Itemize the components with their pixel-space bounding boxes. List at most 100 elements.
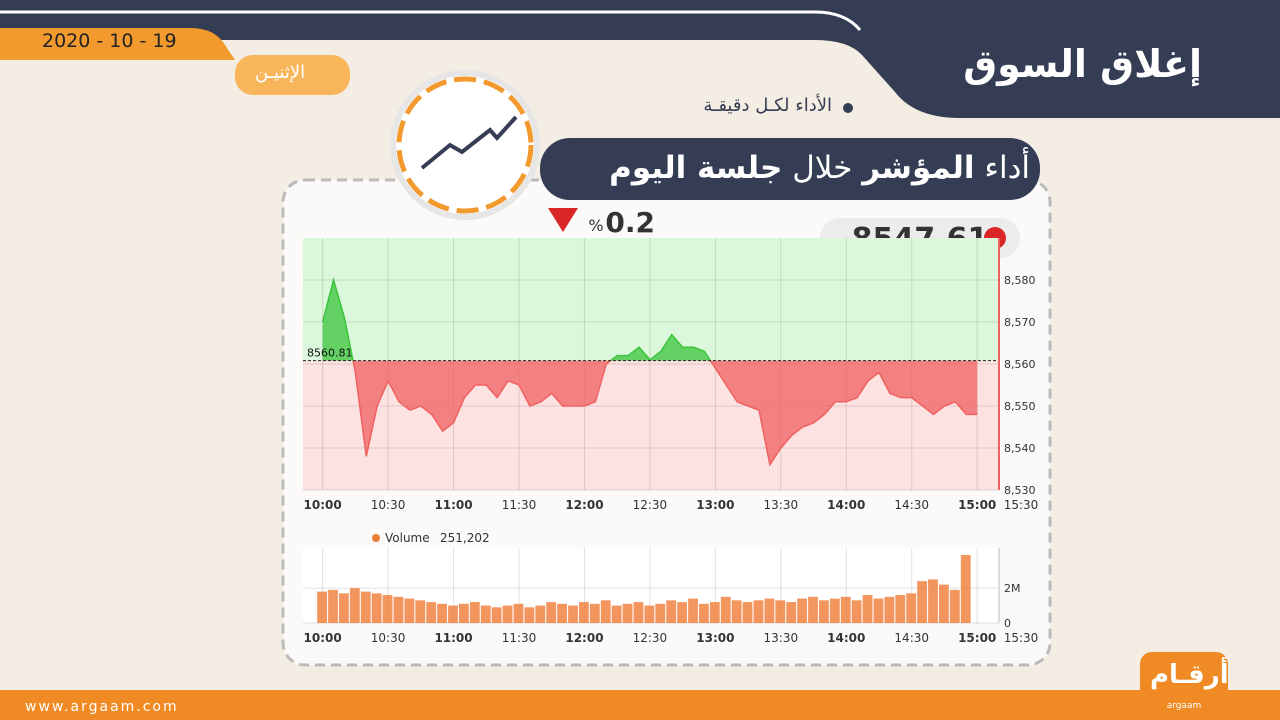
x-tick-label: 12:00 xyxy=(565,631,603,645)
bar xyxy=(884,596,895,623)
icon-line xyxy=(420,115,518,170)
bar xyxy=(437,603,447,623)
line xyxy=(352,360,978,467)
bar xyxy=(644,605,655,623)
logo: أرقـام xyxy=(1150,660,1229,690)
day-pill xyxy=(235,55,350,95)
bar xyxy=(840,596,851,623)
top-line xyxy=(0,10,862,31)
bar xyxy=(928,579,938,623)
x-tick-label: 14:00 xyxy=(827,498,865,512)
bar xyxy=(568,605,578,623)
bar xyxy=(731,600,742,623)
x-tick-label: 12:00 xyxy=(565,498,603,512)
bar xyxy=(960,554,971,623)
heading-part: جلسة اليوم xyxy=(609,150,783,186)
bar xyxy=(502,605,513,623)
bar xyxy=(786,602,797,623)
bar xyxy=(600,600,611,623)
bar xyxy=(775,600,786,623)
down-arrow xyxy=(548,208,578,232)
bar xyxy=(917,581,927,623)
bottom-band xyxy=(0,690,1280,720)
area xyxy=(322,280,711,361)
heading-pill xyxy=(540,138,1040,200)
x-tick-label: 14:30 xyxy=(894,631,929,645)
change-unit: % xyxy=(588,216,603,235)
bar xyxy=(742,602,753,623)
logo-latin: argaam xyxy=(1167,701,1202,711)
x-tick-label: 13:30 xyxy=(764,631,799,645)
x-tick-label: 13:30 xyxy=(764,498,799,512)
bar xyxy=(666,600,677,623)
y-tick-label: 8,540 xyxy=(1004,442,1036,455)
x-tick-label: 11:00 xyxy=(434,498,472,512)
bar xyxy=(382,595,393,623)
heading-part: أداء xyxy=(984,150,1030,186)
icon-circle xyxy=(390,70,540,220)
logo-box xyxy=(1140,652,1228,716)
bar xyxy=(339,593,349,623)
bar xyxy=(688,598,698,623)
bar xyxy=(677,602,687,623)
y-tick-label: 0 xyxy=(1004,617,1011,630)
bar xyxy=(764,598,775,623)
bar xyxy=(393,596,404,623)
title: إغلاق السوق xyxy=(963,42,1202,86)
bar xyxy=(513,603,524,623)
heading-part: خلال xyxy=(792,150,853,186)
bar xyxy=(819,600,829,623)
bar xyxy=(426,602,437,623)
x-tick-label: 15:00 xyxy=(958,631,996,645)
x-tick-label: 15:30 xyxy=(1004,498,1039,512)
bar xyxy=(491,607,502,623)
legend-dot xyxy=(372,534,380,542)
bar xyxy=(622,603,633,623)
x-tick-label: 13:00 xyxy=(696,631,734,645)
heading: أداء المؤشر خلال جلسة اليوم xyxy=(609,150,1030,186)
bar xyxy=(611,605,622,623)
area xyxy=(322,360,978,465)
y-tick-label: 8,560 xyxy=(1004,358,1036,371)
x-tick-label: 11:30 xyxy=(502,498,537,512)
y-tick-label: 8,550 xyxy=(1004,400,1036,413)
x-tick-label: 12:30 xyxy=(633,498,668,512)
y-tick-label: 8,580 xyxy=(1004,274,1036,287)
ref-label: 8560.81 xyxy=(307,347,353,360)
x-tick-label: 10:00 xyxy=(304,631,342,645)
y-tick-label: 8,530 xyxy=(1004,484,1036,497)
x-tick-label: 14:30 xyxy=(894,498,929,512)
x-tick-label: 10:30 xyxy=(371,631,406,645)
x-tick-label: 10:30 xyxy=(371,498,406,512)
bar xyxy=(480,605,491,623)
bar xyxy=(797,598,807,623)
x-tick-label: 15:30 xyxy=(1004,631,1039,645)
bar xyxy=(328,589,338,623)
bar xyxy=(906,593,917,623)
x-tick-label: 12:30 xyxy=(633,631,668,645)
x-tick-label: 13:00 xyxy=(696,498,734,512)
bar xyxy=(862,595,873,623)
x-tick-label: 10:00 xyxy=(304,498,342,512)
bar xyxy=(469,602,480,623)
bar xyxy=(557,603,567,623)
x-tick-label: 14:00 xyxy=(827,631,865,645)
y-tick-label: 2M xyxy=(1004,582,1021,595)
bar xyxy=(546,602,557,623)
bullet-text: الأداء لكـل دقيقـة xyxy=(703,95,832,116)
bar xyxy=(579,602,589,623)
bar xyxy=(459,603,469,623)
bar xyxy=(535,605,546,623)
day: الإثنيـن xyxy=(255,62,306,83)
legend-label: Volume xyxy=(385,531,430,545)
bar xyxy=(404,598,415,623)
bar xyxy=(699,603,709,623)
bar xyxy=(949,589,960,623)
bar xyxy=(873,598,884,623)
x-tick-label: 11:00 xyxy=(434,631,472,645)
bar xyxy=(360,591,371,623)
heading-part: المؤشر xyxy=(862,150,975,186)
bar xyxy=(939,584,949,623)
